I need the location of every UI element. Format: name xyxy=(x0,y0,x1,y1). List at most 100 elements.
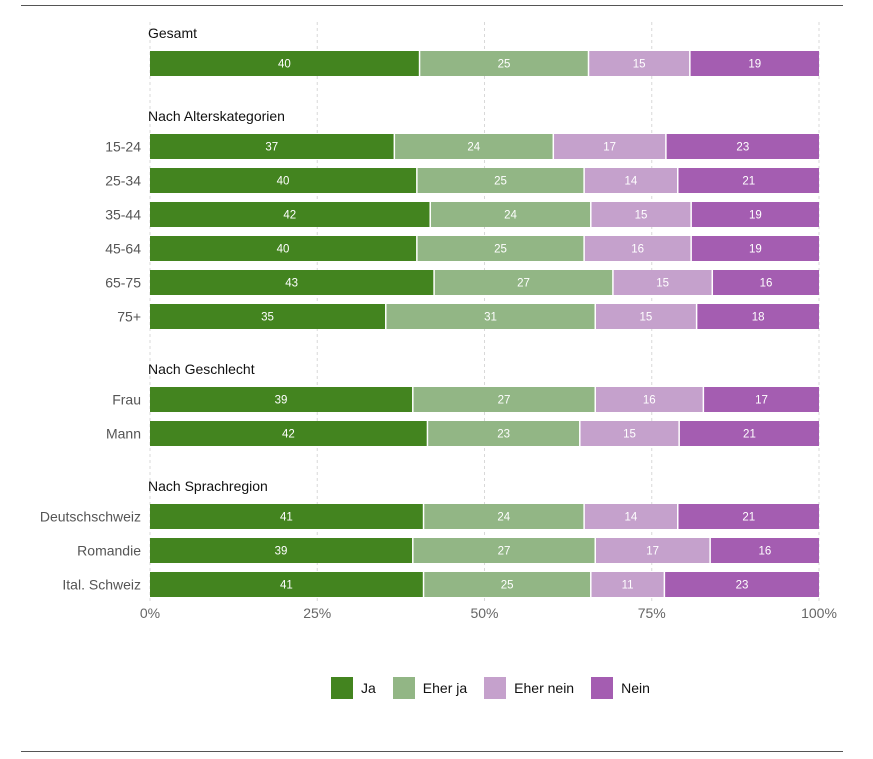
data-label: 42 xyxy=(283,210,296,222)
bar-segment-eher-ja xyxy=(417,168,584,193)
bar-segment-eher-ja xyxy=(417,236,584,261)
data-label: 27 xyxy=(498,546,511,558)
data-label: 41 xyxy=(280,580,293,592)
data-label: 21 xyxy=(742,512,755,524)
data-label: 23 xyxy=(497,429,510,441)
x-tick-label: 25% xyxy=(303,605,331,621)
bar-segment-eher-nein xyxy=(591,202,691,227)
bar-segment-eher-ja xyxy=(424,504,584,529)
data-label: 21 xyxy=(742,176,755,188)
x-tick-label: 100% xyxy=(801,605,837,621)
data-label: 16 xyxy=(759,546,772,558)
bar-segment-ja xyxy=(150,387,413,412)
bar-segment-nein xyxy=(690,51,819,76)
data-label: 27 xyxy=(498,395,511,407)
top-rule xyxy=(21,5,843,6)
data-label: 23 xyxy=(736,142,749,154)
data-label: 19 xyxy=(749,244,762,256)
x-tick-label: 0% xyxy=(140,605,160,621)
bar-segment-nein xyxy=(678,168,819,193)
legend-label-nein: Nein xyxy=(621,680,650,696)
bar-segment-nein xyxy=(665,572,819,597)
bar-row-frau: Frau 39 27 16 17 xyxy=(112,387,819,412)
bar-segment-ja xyxy=(150,421,427,446)
bar-segment-eher-nein xyxy=(613,270,712,295)
data-label: 14 xyxy=(625,176,638,188)
data-label: 21 xyxy=(743,429,756,441)
row-label: Mann xyxy=(106,426,141,442)
data-label: 16 xyxy=(643,395,656,407)
bar-segment-nein xyxy=(679,421,819,446)
bar-segment-eher-ja xyxy=(413,538,595,563)
row-label: 45-64 xyxy=(105,241,141,257)
data-label: 17 xyxy=(755,395,768,407)
data-label: 24 xyxy=(467,142,480,154)
legend: Ja Eher ja Eher nein Nein xyxy=(331,677,667,699)
bar-segment-eher-ja xyxy=(386,304,595,329)
legend-item-nein: Nein xyxy=(591,677,650,699)
bar-segment-eher-nein xyxy=(591,572,664,597)
bar-row-gesamt: 40 25 15 19 xyxy=(150,51,819,76)
bar-segment-nein xyxy=(691,202,819,227)
bar-row-romandie: Romandie 39 27 17 16 xyxy=(77,538,819,563)
data-label: 15 xyxy=(656,278,669,290)
data-label: 41 xyxy=(280,512,293,524)
row-label: 65-75 xyxy=(105,275,141,291)
data-label: 16 xyxy=(760,278,773,290)
bar-segment-nein xyxy=(678,504,819,529)
data-label: 15 xyxy=(623,429,636,441)
data-label: 39 xyxy=(275,546,288,558)
x-tick-label: 50% xyxy=(470,605,498,621)
data-label: 17 xyxy=(603,142,616,154)
bar-segment-eher-nein xyxy=(554,134,666,159)
bar-segment-eher-ja xyxy=(424,572,591,597)
bar-segment-eher-ja xyxy=(395,134,553,159)
data-label: 35 xyxy=(261,312,274,324)
legend-item-ja: Ja xyxy=(331,677,376,699)
group-title: Nach Geschlecht xyxy=(148,361,255,377)
data-label: 16 xyxy=(631,244,644,256)
bar-segment-ja xyxy=(150,236,417,261)
group-nach-sprachregion: Nach Sprachregion Deutschschweiz 41 24 14 21 R… xyxy=(40,478,819,597)
bar-row-65-75: 65-75 43 27 15 16 xyxy=(105,270,819,295)
legend-item-eher-ja: Eher ja xyxy=(392,677,467,699)
data-label: 25 xyxy=(498,59,511,71)
legend-item-eher-nein: Eher nein xyxy=(484,677,574,699)
bar-segment-ja xyxy=(150,134,394,159)
bar-segment-ja xyxy=(150,202,430,227)
bar-segment-eher-nein xyxy=(596,538,710,563)
data-label: 40 xyxy=(278,59,291,71)
data-label: 25 xyxy=(501,580,514,592)
row-label: Frau xyxy=(112,392,141,408)
bar-row-deutschschweiz: Deutschschweiz 41 24 14 21 xyxy=(40,504,819,529)
data-label: 15 xyxy=(640,312,653,324)
bar-row-mann: Mann 42 23 15 21 xyxy=(106,421,819,446)
row-label: 25-34 xyxy=(105,173,141,189)
bar-segment-ja xyxy=(150,572,423,597)
row-label: 15-24 xyxy=(105,139,141,155)
bar-segment-ja xyxy=(150,270,434,295)
group-nach-geschlecht: Nach Geschlecht Frau 39 27 16 17 Mann 42 23 15 21 xyxy=(106,361,819,446)
data-label: 19 xyxy=(748,59,761,71)
group-title: Gesamt xyxy=(148,25,197,41)
legend-swatch-ja xyxy=(331,677,353,699)
data-label: 14 xyxy=(625,512,638,524)
group-gesamt: Gesamt 40 25 15 19 xyxy=(148,25,819,76)
bar-segment-eher-ja xyxy=(430,202,591,227)
bar-segment-eher-nein xyxy=(584,236,691,261)
data-label: 23 xyxy=(736,580,749,592)
group-nach-alterskategorien: Nach Alterskategorien 15-24 37 24 17 23 25-34 4… xyxy=(105,108,819,329)
row-label: Ital. Schweiz xyxy=(62,577,141,593)
bar-segment-nein xyxy=(666,134,819,159)
bar-segment-ja xyxy=(150,51,419,76)
bar-row-45-64: 45-64 40 25 16 19 xyxy=(105,236,819,261)
data-label: 18 xyxy=(752,312,765,324)
bar-row-15-24: 15-24 37 24 17 23 xyxy=(105,134,819,159)
bar-segment-eher-nein xyxy=(580,421,679,446)
bar-segment-eher-ja xyxy=(434,270,613,295)
data-label: 15 xyxy=(635,210,648,222)
bar-row-35-44: 35-44 42 24 15 19 xyxy=(105,202,819,227)
data-label: 39 xyxy=(275,395,288,407)
data-label: 42 xyxy=(282,429,295,441)
bar-segment-nein xyxy=(710,538,819,563)
